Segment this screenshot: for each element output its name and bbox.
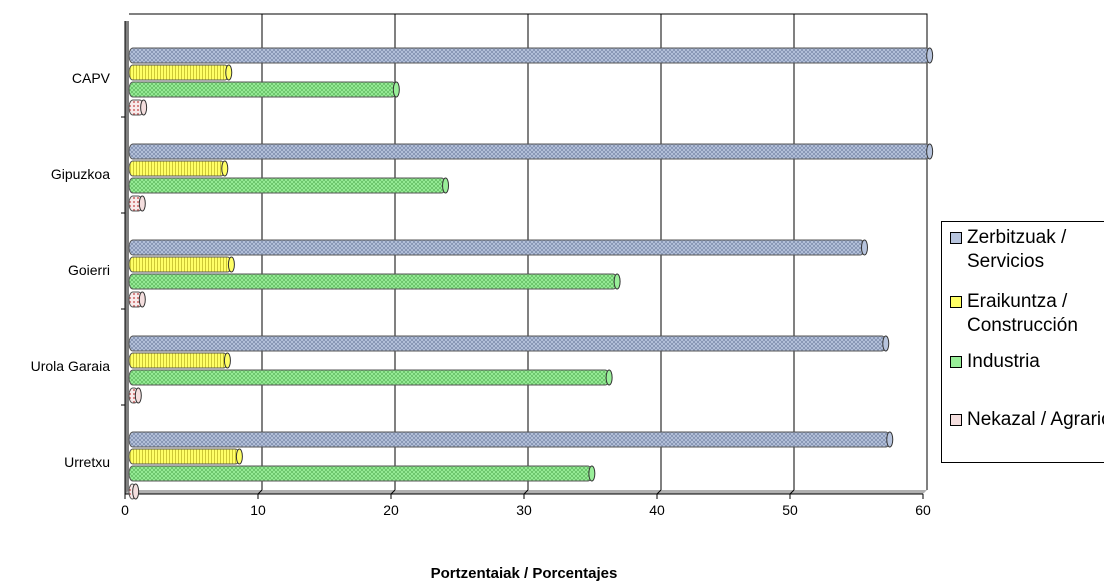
- bar: [128, 239, 865, 256]
- legend-label-servicios: Zerbitzuak / Servicios: [967, 227, 1067, 272]
- x-tick-label: 40: [649, 502, 665, 518]
- bar-end-cap: [221, 160, 229, 177]
- gridline-floor-segment: [390, 489, 396, 495]
- x-tick-label: 20: [383, 502, 399, 518]
- gridline-floor-segment: [523, 489, 529, 495]
- legend-label-industria: Industria: [967, 351, 1040, 372]
- x-axis-title: Portzentaiak / Porcentajes: [431, 565, 618, 582]
- category-label: CAPV: [72, 70, 111, 86]
- bar: [128, 64, 230, 81]
- bar: [128, 448, 240, 465]
- bar-end-cap: [225, 64, 233, 81]
- bar-end-cap: [140, 99, 148, 116]
- legend-swatch-servicios: [950, 232, 962, 244]
- legend-label-construccion: Eraikuntza / Construcción: [967, 291, 1078, 336]
- bar-end-cap: [926, 143, 934, 160]
- x-tick-label: 30: [516, 502, 532, 518]
- bar-end-cap: [588, 465, 596, 482]
- bar: [128, 369, 610, 386]
- bar-end-cap: [132, 483, 140, 500]
- bar-end-cap: [138, 291, 146, 308]
- gridline-floor-segment: [656, 489, 662, 495]
- legend-swatch-construccion: [950, 296, 962, 308]
- plot-side-wall: [125, 21, 129, 494]
- legend-swatch-industria: [950, 356, 962, 368]
- bar: [128, 81, 397, 98]
- bar: [128, 256, 232, 273]
- bar-end-cap: [235, 448, 243, 465]
- bar: [128, 352, 228, 369]
- bar-end-cap: [223, 352, 231, 369]
- bar: [128, 160, 226, 177]
- bar-end-cap: [926, 47, 934, 64]
- x-tick-label: 0: [121, 502, 129, 518]
- x-tick-label: 10: [250, 502, 266, 518]
- bar-end-cap: [227, 256, 235, 273]
- gridline-floor-segment: [789, 489, 795, 495]
- legend-label-agrario: Nekazal / Agrario: [967, 409, 1104, 430]
- bar: [128, 335, 887, 352]
- gridline-floor-segment: [257, 489, 263, 495]
- bar: [128, 465, 593, 482]
- bar-end-cap: [613, 273, 621, 290]
- legend-swatch-agrario: [950, 414, 962, 426]
- legend: Zerbitzuak / Servicios Eraikuntza / Cons…: [941, 221, 1104, 463]
- category-label: Gipuzkoa: [51, 166, 110, 182]
- bar-end-cap: [882, 335, 890, 352]
- bar-end-cap: [605, 369, 613, 386]
- bar-end-cap: [442, 177, 450, 194]
- x-tick-label: 50: [782, 502, 798, 518]
- category-label: Urola Garaia: [31, 358, 111, 374]
- bar-end-cap: [392, 81, 400, 98]
- bar-end-cap: [886, 431, 894, 448]
- bar: [128, 177, 447, 194]
- bar-end-cap: [138, 195, 146, 212]
- category-label: Goierri: [68, 262, 110, 278]
- bar: [128, 431, 891, 448]
- bar: [128, 143, 931, 160]
- category-label: Urretxu: [64, 454, 110, 470]
- bar: [128, 273, 618, 290]
- bar-end-cap: [134, 387, 142, 404]
- bar: [128, 47, 931, 64]
- bar-end-cap: [860, 239, 868, 256]
- x-tick-label: 60: [915, 502, 931, 518]
